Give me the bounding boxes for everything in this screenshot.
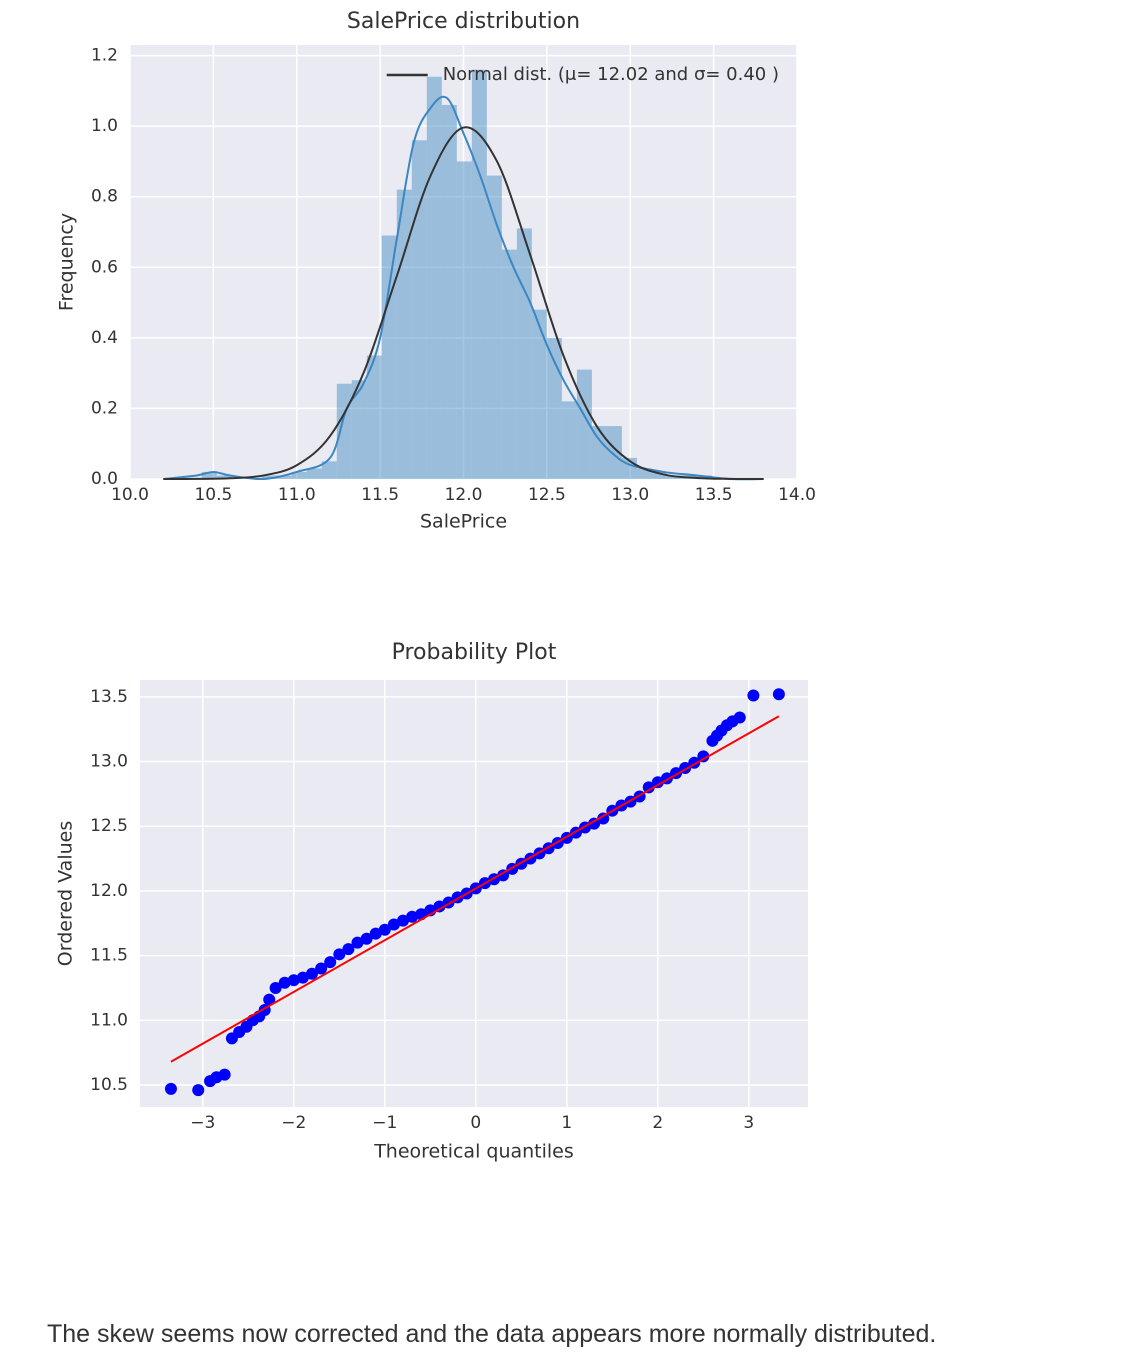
y-tick-label: 10.5 xyxy=(90,1075,128,1095)
histogram-bar xyxy=(591,426,607,479)
scatter-point xyxy=(378,923,391,936)
scatter-point xyxy=(278,976,291,989)
chart-title: Probability Plot xyxy=(392,640,557,665)
histogram-bar xyxy=(381,235,397,479)
histogram-bar xyxy=(441,104,457,480)
scatter-point xyxy=(164,1082,177,1095)
scatter-point xyxy=(406,910,419,923)
scatter-point xyxy=(263,993,276,1006)
scatter-point xyxy=(315,962,328,975)
scatter-point xyxy=(269,981,282,994)
scatter-point xyxy=(369,927,382,940)
x-tick-label: 2 xyxy=(652,1113,663,1133)
y-axis-label: Frequency xyxy=(56,213,78,311)
scatter-point xyxy=(351,936,364,949)
x-tick-label: 12.5 xyxy=(528,485,566,505)
x-tick-label: −1 xyxy=(372,1113,397,1133)
histogram-bar xyxy=(216,475,232,479)
histogram-bar xyxy=(351,380,367,479)
scatter-point xyxy=(218,1068,231,1081)
scatter-point xyxy=(397,914,410,927)
scatter-point xyxy=(642,781,655,794)
x-tick-label: 13.0 xyxy=(611,485,649,505)
histogram-bar xyxy=(321,461,337,479)
scatter-point xyxy=(497,869,510,882)
caption: The skew seems now corrected and the dat… xyxy=(47,1320,937,1348)
histogram-bar xyxy=(486,175,502,479)
x-axis-label: Theoretical quantiles xyxy=(373,1141,574,1163)
histogram-bar xyxy=(261,475,277,479)
scatter-point xyxy=(747,689,760,702)
x-tick-label: 11.5 xyxy=(361,485,399,505)
y-tick-label: 11.0 xyxy=(90,1010,128,1030)
chart-title: SalePrice distribution xyxy=(347,9,580,34)
x-tick-label: 0 xyxy=(470,1113,481,1133)
histogram-bar xyxy=(336,383,352,479)
x-tick-label: 12.0 xyxy=(445,485,483,505)
x-tick-label: 10.0 xyxy=(111,485,149,505)
x-tick-label: 11.0 xyxy=(278,485,316,505)
x-tick-label: 13.5 xyxy=(695,485,733,505)
scatter-point xyxy=(433,900,446,913)
scatter-point xyxy=(296,971,309,984)
histogram-bar xyxy=(516,228,532,479)
histogram-bar xyxy=(411,140,427,479)
y-tick-label: 0.4 xyxy=(91,328,118,348)
y-axis-label: Ordered Values xyxy=(55,821,77,966)
histogram-bar xyxy=(561,401,577,479)
y-tick-label: 0.6 xyxy=(91,257,118,277)
y-tick-label: 12.5 xyxy=(90,816,128,836)
histogram-bar xyxy=(291,471,307,479)
y-tick-label: 12.0 xyxy=(90,881,128,901)
histogram-bar xyxy=(426,76,442,479)
histogram-bar xyxy=(546,337,562,479)
y-tick-label: 0.2 xyxy=(91,398,118,418)
charts: 10.0 10.5 11.0 11.5 12.0 12.5 13.0 13.5 14.00.00… xyxy=(55,9,816,1163)
y-tick-label: 11.5 xyxy=(90,946,128,966)
legend-label: Normal dist. (μ= 12.02 and σ= 0.40 ) xyxy=(443,64,779,85)
x-tick-label: −2 xyxy=(281,1113,306,1133)
fit-line xyxy=(170,715,780,1063)
histogram-bar xyxy=(306,468,322,479)
histogram-bar xyxy=(456,161,472,479)
scatter-point xyxy=(697,750,710,763)
scatter-point xyxy=(192,1084,205,1097)
histogram-bar xyxy=(276,475,292,479)
x-tick-label: 14.0 xyxy=(778,485,816,505)
scatter-point xyxy=(287,974,300,987)
scatter-point xyxy=(306,967,319,980)
scatter-point xyxy=(772,688,785,701)
normal-curve xyxy=(163,126,764,480)
histogram-bar xyxy=(366,355,382,479)
scatter-point xyxy=(342,943,355,956)
histogram-bar xyxy=(501,249,517,479)
scatter-point xyxy=(651,776,664,789)
x-axis-label: SalePrice xyxy=(420,511,507,533)
x-tick-label: −3 xyxy=(190,1113,215,1133)
y-tick-label: 0.0 xyxy=(91,469,118,489)
y-tick-label: 13.0 xyxy=(90,752,128,772)
scatter-point xyxy=(733,711,746,724)
histogram-bar xyxy=(531,309,547,479)
histogram-bar xyxy=(201,471,217,479)
scatter-point xyxy=(324,956,337,969)
y-tick-label: 1.2 xyxy=(91,46,118,66)
histogram-bar xyxy=(651,471,667,479)
kde-line xyxy=(163,95,764,481)
x-tick-label: 10.5 xyxy=(194,485,232,505)
histogram-bar xyxy=(636,468,652,479)
y-tick-label: 1.0 xyxy=(91,116,118,136)
scatter-point xyxy=(333,948,346,961)
histogram-bar xyxy=(471,69,487,479)
scatter-point xyxy=(360,932,373,945)
histogram-bar xyxy=(606,426,622,479)
y-tick-label: 0.8 xyxy=(91,187,118,207)
x-tick-label: 3 xyxy=(743,1113,754,1133)
y-tick-label: 13.5 xyxy=(90,687,128,707)
scatter-point xyxy=(387,918,400,931)
x-tick-label: 1 xyxy=(561,1113,572,1133)
